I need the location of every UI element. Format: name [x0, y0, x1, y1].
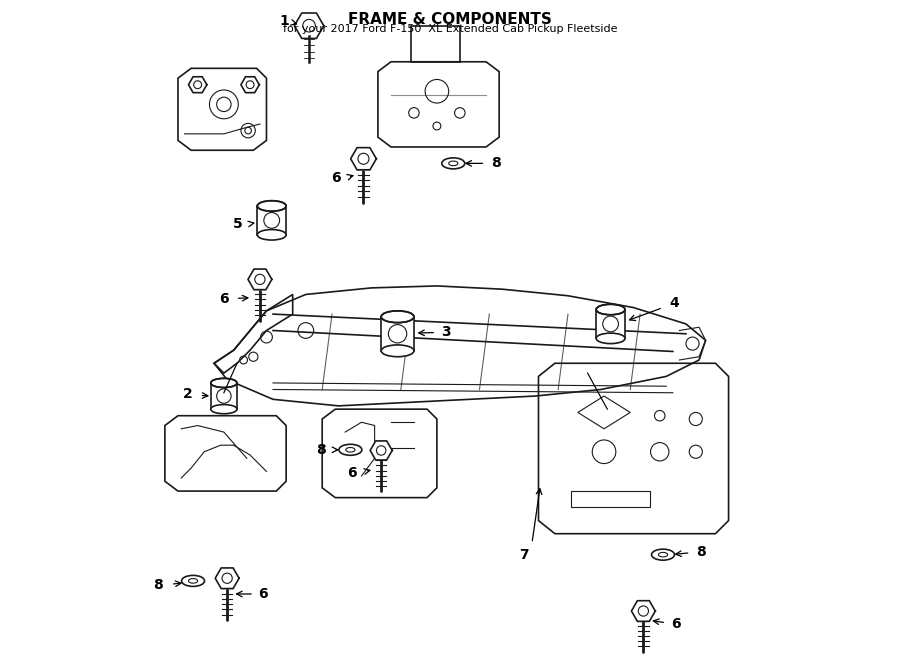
Text: 6: 6 [331, 171, 340, 186]
Text: 6: 6 [671, 617, 681, 631]
Ellipse shape [652, 549, 674, 560]
Text: 1: 1 [280, 14, 290, 28]
Bar [257, 206, 286, 235]
Text: 5: 5 [232, 217, 242, 231]
Polygon shape [351, 147, 376, 170]
Polygon shape [188, 77, 207, 93]
Circle shape [255, 274, 265, 284]
Text: FRAME & COMPONENTS: FRAME & COMPONENTS [348, 12, 552, 27]
Circle shape [302, 19, 315, 32]
Text: 4: 4 [670, 296, 680, 310]
Circle shape [222, 573, 232, 584]
Ellipse shape [257, 201, 286, 212]
Ellipse shape [211, 378, 237, 387]
Bar [596, 309, 625, 338]
Circle shape [376, 446, 386, 455]
Polygon shape [215, 568, 239, 588]
Circle shape [194, 81, 202, 89]
Ellipse shape [596, 333, 625, 344]
Ellipse shape [382, 345, 414, 357]
Ellipse shape [257, 229, 286, 240]
Circle shape [358, 153, 369, 165]
Circle shape [638, 606, 649, 616]
Text: 7: 7 [519, 548, 528, 562]
Bar [211, 383, 237, 409]
Polygon shape [370, 441, 392, 460]
Text: 8: 8 [491, 157, 500, 171]
Bar [572, 491, 650, 508]
Ellipse shape [339, 444, 362, 455]
Text: 6: 6 [258, 587, 268, 601]
Polygon shape [632, 601, 655, 621]
Ellipse shape [382, 311, 414, 323]
Polygon shape [248, 269, 272, 290]
Text: for your 2017 Ford F-150  XL Extended Cab Pickup Fleetside: for your 2017 Ford F-150 XL Extended Cab… [283, 24, 617, 34]
Ellipse shape [442, 158, 464, 169]
Polygon shape [241, 77, 259, 93]
Text: 2: 2 [184, 387, 194, 401]
Ellipse shape [182, 575, 204, 586]
Bar [382, 317, 414, 351]
Ellipse shape [596, 304, 625, 315]
Polygon shape [294, 13, 324, 38]
Ellipse shape [211, 405, 237, 414]
Circle shape [247, 81, 254, 89]
Text: 8: 8 [316, 443, 326, 457]
Text: 6: 6 [219, 292, 229, 306]
Text: 8: 8 [153, 578, 163, 592]
Text: 3: 3 [442, 325, 451, 339]
Text: 8: 8 [696, 545, 706, 559]
Text: 6: 6 [347, 466, 357, 480]
